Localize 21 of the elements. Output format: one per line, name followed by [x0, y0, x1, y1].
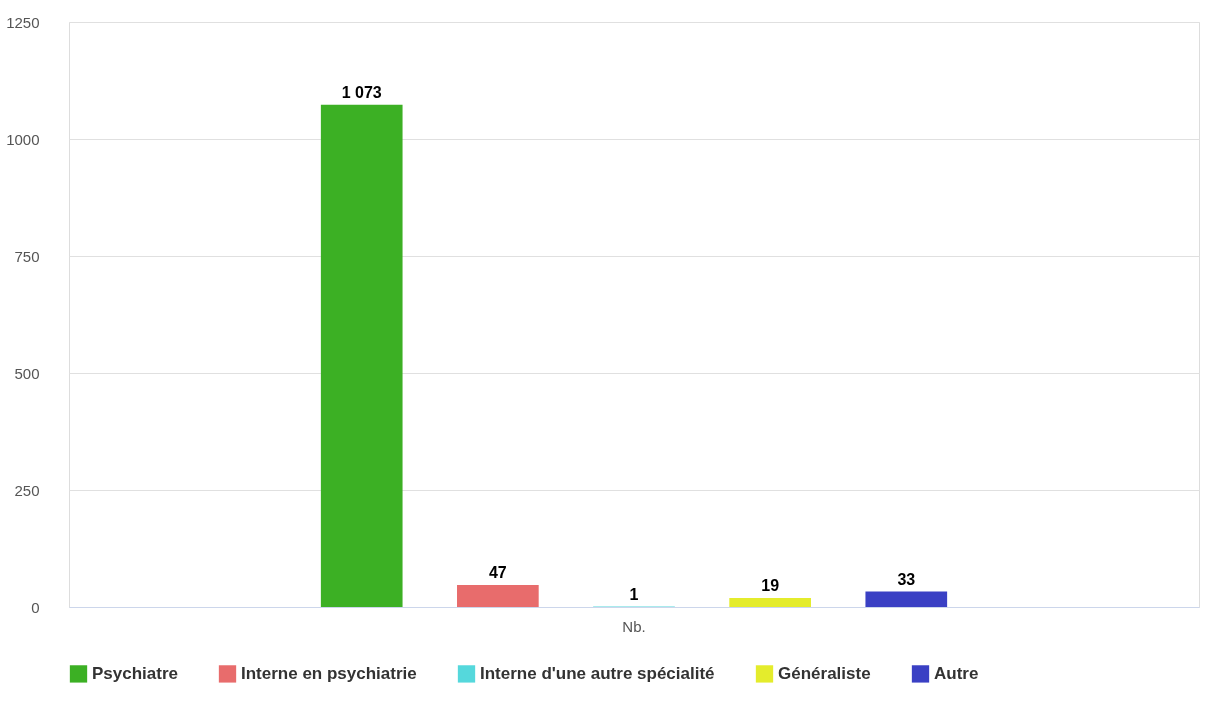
y-tick-label: 250 — [14, 481, 40, 499]
data-label: 19 — [761, 577, 780, 595]
y-tick-label: 1000 — [6, 130, 40, 148]
data-label: 1 — [629, 585, 639, 603]
bar — [320, 104, 403, 607]
legend-label: Interne d'une autre spécialité — [480, 663, 715, 683]
x-tick-label: Nb. — [622, 617, 646, 635]
y-tick-label: 500 — [14, 364, 40, 382]
bar — [729, 598, 811, 607]
legend-label: Autre — [934, 663, 979, 683]
legend-label: Interne en psychiatrie — [241, 663, 417, 683]
bar — [865, 591, 948, 607]
y-tick-label: 0 — [31, 598, 40, 616]
legend-label: Généraliste — [778, 663, 871, 683]
data-label: 33 — [897, 570, 916, 588]
y-tick-label: 750 — [14, 247, 40, 265]
bar — [457, 585, 539, 607]
legend-label: Psychiatre — [92, 663, 178, 683]
data-label: 47 — [488, 564, 507, 581]
y-tick-label: 1250 — [6, 13, 40, 31]
data-label: 1 073 — [341, 83, 382, 101]
